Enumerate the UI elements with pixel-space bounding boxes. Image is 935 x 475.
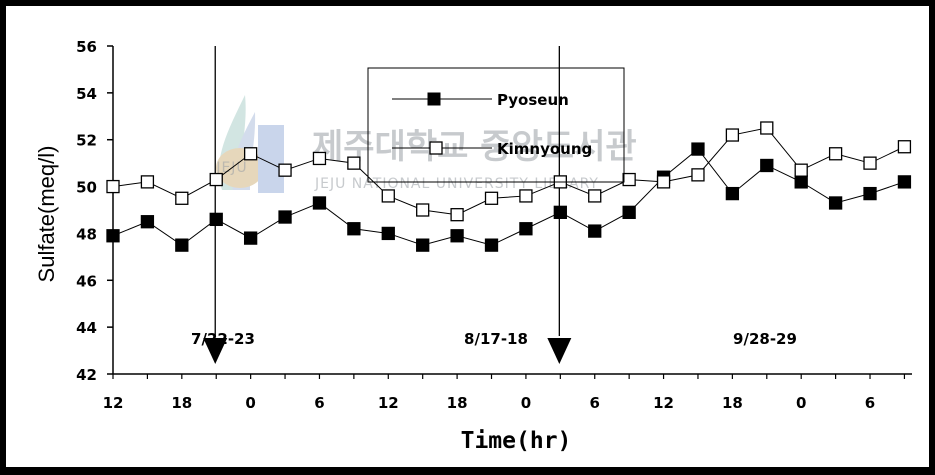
x-tick-label: 6	[865, 394, 875, 412]
data-point-pyoseun	[209, 212, 223, 227]
library-logo-icon	[216, 95, 284, 193]
data-point-pyoseun	[381, 226, 395, 241]
legend-marker-kimnyoung	[429, 141, 443, 155]
x-tick-label: 6	[314, 394, 324, 412]
data-point-pyoseun	[106, 229, 120, 243]
y-ticks: 42 44 46 48 50 52 54 56	[76, 38, 113, 384]
data-point-kimnyoung	[381, 189, 395, 203]
data-point-pyoseun	[760, 158, 774, 173]
data-point-kimnyoung	[588, 189, 602, 203]
series-group	[106, 121, 912, 252]
data-point-kimnyoung	[140, 175, 155, 189]
data-point-pyoseun	[897, 175, 912, 189]
data-point-pyoseun	[450, 229, 464, 243]
data-point-kimnyoung	[863, 156, 877, 170]
data-point-pyoseun	[140, 215, 155, 229]
period-label-3: 9/28-29	[733, 330, 797, 348]
legend-marker-pyoseun	[427, 92, 441, 106]
data-point-pyoseun	[519, 222, 533, 236]
period-label-1: 7/22-23	[191, 330, 255, 348]
data-point-kimnyoung	[484, 191, 499, 205]
data-point-kimnyoung	[243, 147, 258, 161]
data-point-kimnyoung	[794, 163, 808, 177]
data-point-kimnyoung	[312, 151, 327, 166]
data-point-kimnyoung	[622, 172, 636, 187]
y-tick-label: 44	[76, 319, 97, 337]
data-point-pyoseun	[691, 142, 705, 156]
data-point-pyoseun	[794, 175, 808, 189]
data-point-pyoseun	[278, 210, 292, 224]
data-point-pyoseun	[553, 205, 567, 219]
y-axis-title: Sulfate(meq/l)	[34, 146, 59, 283]
data-point-pyoseun	[312, 196, 327, 210]
x-tick-label: 12	[653, 394, 674, 412]
x-tick-label: 18	[447, 394, 468, 412]
x-axis-title: Time(hr)	[461, 428, 572, 454]
x-tick-label: 0	[521, 394, 531, 412]
data-point-pyoseun	[588, 224, 602, 238]
y-tick-label: 56	[76, 38, 97, 56]
data-point-pyoseun	[863, 186, 877, 201]
period-label-2: 8/17-18	[464, 330, 528, 348]
data-point-kimnyoung	[106, 179, 120, 194]
data-point-kimnyoung	[416, 203, 430, 217]
data-point-kimnyoung	[691, 168, 705, 182]
x-tick-label: 12	[378, 394, 399, 412]
x-tick-label: 12	[103, 394, 124, 412]
data-point-kimnyoung	[175, 191, 189, 205]
legend-box	[367, 67, 625, 183]
data-point-kimnyoung	[656, 175, 671, 189]
y-tick-label: 52	[76, 132, 97, 150]
period-dividers	[203, 46, 572, 364]
data-point-pyoseun	[416, 238, 430, 252]
y-tick-label: 42	[76, 366, 97, 384]
x-tick-label: 0	[796, 394, 806, 412]
x-tick-label: 18	[722, 394, 743, 412]
data-point-kimnyoung	[725, 128, 740, 142]
data-point-kimnyoung	[450, 208, 464, 222]
x-tick-label: 6	[590, 394, 600, 412]
x-ticks: 12 18 0 6 12 18 0 6 12 18 0 6	[103, 374, 906, 412]
y-tick-label: 48	[76, 225, 97, 243]
data-point-pyoseun	[622, 205, 636, 219]
library-watermark: JEJU 제주대학교 중앙도서관 JEJU NATIONAL UNIVERSIT…	[215, 95, 637, 193]
legend-label-pyoseun: Pyoseun	[497, 91, 569, 109]
period-arrow	[547, 338, 572, 364]
legend: Pyoseun Kimnyoung	[367, 67, 625, 183]
y-tick-label: 46	[76, 272, 97, 290]
watermark-title: 제주대학교 중앙도서관	[312, 127, 637, 167]
x-tick-label: 18	[171, 394, 192, 412]
data-point-kimnyoung	[519, 189, 533, 203]
data-point-pyoseun	[243, 231, 258, 245]
data-point-pyoseun	[347, 222, 361, 236]
data-point-kimnyoung	[897, 140, 912, 154]
watermark-subtitle: JEJU NATIONAL UNIVERSITY LIBRARY	[314, 176, 599, 192]
data-point-pyoseun	[484, 238, 499, 252]
y-tick-label: 50	[76, 179, 97, 197]
data-point-pyoseun	[725, 186, 740, 201]
legend-label-kimnyoung: Kimnyoung	[497, 140, 592, 158]
data-point-kimnyoung	[209, 172, 223, 187]
data-point-pyoseun	[175, 238, 189, 252]
data-point-kimnyoung	[278, 163, 292, 177]
data-point-kimnyoung	[347, 156, 361, 170]
period-arrow	[203, 338, 228, 364]
data-point-pyoseun	[828, 196, 843, 210]
x-tick-label: 0	[245, 394, 255, 412]
data-point-kimnyoung	[828, 147, 843, 161]
data-point-kimnyoung	[760, 121, 774, 135]
y-tick-label: 54	[76, 85, 97, 103]
